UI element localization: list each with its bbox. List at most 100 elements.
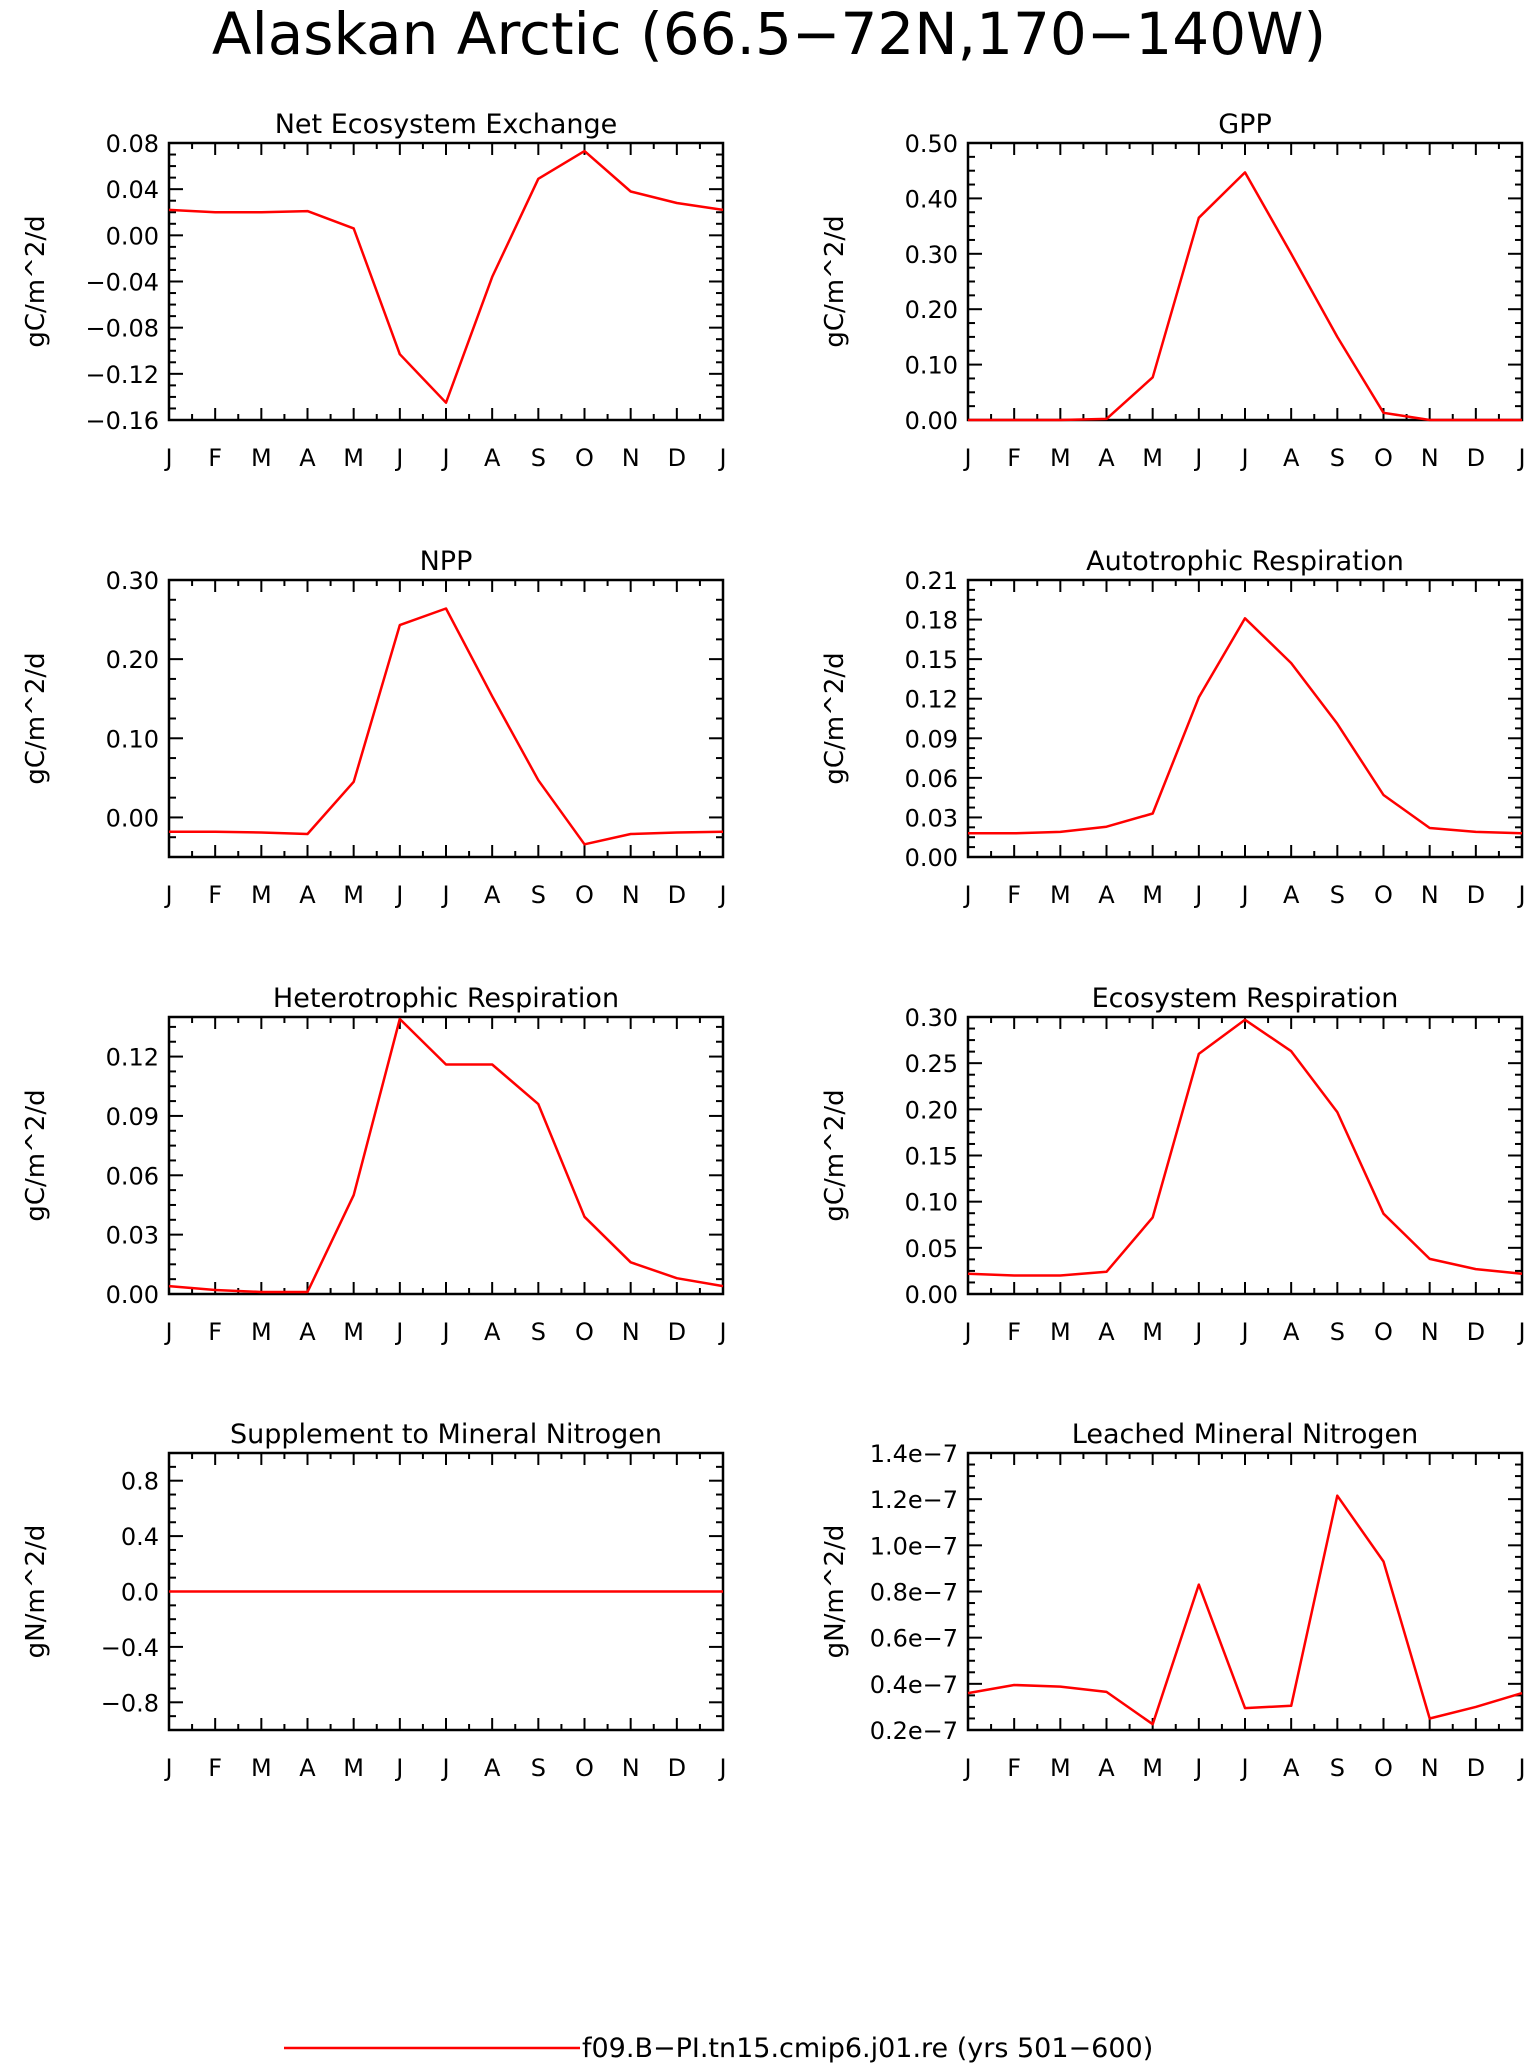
- net-ecosystem-exchange-month-label: M: [251, 444, 272, 472]
- ecosystem-respiration-series-line: [967, 1018, 1523, 1277]
- ecosystem-respiration-month-label: S: [1330, 1318, 1345, 1346]
- supplement-to-mineral-nitrogen-ytick-label: −0.4: [101, 1634, 159, 1662]
- autotrophic-respiration-month-label: M: [1142, 881, 1163, 909]
- heterotrophic-respiration-month-label: M: [251, 1318, 272, 1346]
- npp-frame: [167, 578, 725, 859]
- net-ecosystem-exchange-month-label: D: [668, 444, 686, 472]
- ecosystem-respiration-month-label: O: [1374, 1318, 1393, 1346]
- heterotrophic-respiration-ytick-label: 0.12: [106, 1044, 159, 1072]
- leached-mineral-nitrogen-month-label: S: [1330, 1754, 1345, 1782]
- supplement-to-mineral-nitrogen-ytick-label: 0.8: [121, 1468, 159, 1496]
- ecosystem-respiration-ytick-label: 0.10: [905, 1189, 958, 1217]
- supplement-to-mineral-nitrogen-month-label: S: [531, 1754, 546, 1782]
- leached-mineral-nitrogen-month-label: A: [1098, 1754, 1115, 1782]
- npp-month-label: J: [163, 881, 172, 909]
- autotrophic-respiration-ytick-label: 0.18: [905, 607, 958, 635]
- leached-mineral-nitrogen-ytick-label: 0.4e−7: [870, 1671, 958, 1699]
- net-ecosystem-exchange-ytick-label: −0.12: [85, 361, 159, 389]
- autotrophic-respiration-month-label: F: [1007, 881, 1021, 909]
- leached-mineral-nitrogen-month-label: F: [1007, 1754, 1021, 1782]
- supplement-to-mineral-nitrogen-month-label: J: [394, 1754, 403, 1782]
- ecosystem-respiration-month-label: J: [1239, 1318, 1248, 1346]
- gpp-ytick-label: 0.10: [905, 352, 958, 380]
- panel-autotrophic-respiration: J F M A M J J A S O N D J0.210.180.150.120.090.060.0…: [820, 546, 1526, 909]
- gpp-month-label: N: [1421, 444, 1439, 472]
- gpp-ytick-label: 0.50: [905, 130, 958, 158]
- gpp-ytick-label: 0.40: [905, 185, 958, 213]
- heterotrophic-respiration-ytick-label: 0.06: [106, 1162, 159, 1190]
- autotrophic-respiration-ytick-label: 0.06: [905, 765, 958, 793]
- gpp-month-label: A: [1098, 444, 1115, 472]
- leached-mineral-nitrogen-title: Leached Mineral Nitrogen: [1072, 1419, 1418, 1450]
- supplement-to-mineral-nitrogen-ytick-label: −0.8: [101, 1689, 159, 1717]
- heterotrophic-respiration-ytick-label: 0.03: [106, 1222, 159, 1250]
- net-ecosystem-exchange-ylabel: gC/m^2/d: [21, 215, 51, 347]
- heterotrophic-respiration-month-label: O: [575, 1318, 594, 1346]
- ecosystem-respiration-month-label: M: [1050, 1318, 1071, 1346]
- leached-mineral-nitrogen-month-label: O: [1374, 1754, 1393, 1782]
- ecosystem-respiration-ytick-label: 0.30: [905, 1004, 958, 1032]
- net-ecosystem-exchange-ytick-label: −0.04: [85, 269, 159, 297]
- npp-month-label: D: [668, 881, 686, 909]
- heterotrophic-respiration-month-label: D: [668, 1318, 686, 1346]
- panel-heterotrophic-respiration: J F M A M J J A S O N D J0.120.090.060.030.00Heterot…: [21, 983, 727, 1346]
- net-ecosystem-exchange-month-label: J: [717, 444, 726, 472]
- ecosystem-respiration-ylabel: gC/m^2/d: [820, 1089, 850, 1221]
- npp-month-label: J: [440, 881, 449, 909]
- ecosystem-respiration-month-label: A: [1283, 1318, 1300, 1346]
- npp-month-label: N: [622, 881, 640, 909]
- autotrophic-respiration-ytick-label: 0.00: [905, 844, 958, 872]
- leached-mineral-nitrogen-ytick-label: 1.4e−7: [870, 1440, 958, 1468]
- net-ecosystem-exchange-month-label: O: [575, 444, 594, 472]
- npp-month-label: A: [299, 881, 316, 909]
- gpp-month-label: J: [1239, 444, 1248, 472]
- gpp-month-label: D: [1467, 444, 1485, 472]
- panel-leached-mineral-nitrogen: J F M A M J J A S O N D J1.4e−71.2e−71.0e−70.8e−70.6…: [820, 1419, 1526, 1782]
- gpp-ytick-label: 0.20: [905, 296, 958, 324]
- leached-mineral-nitrogen-month-label: J: [1193, 1754, 1202, 1782]
- leached-mineral-nitrogen-month-label: D: [1467, 1754, 1485, 1782]
- ecosystem-respiration-month-label: A: [1098, 1318, 1115, 1346]
- gpp-month-label: J: [962, 444, 971, 472]
- net-ecosystem-exchange-month-label: J: [163, 444, 172, 472]
- autotrophic-respiration-month-label: J: [1516, 881, 1525, 909]
- heterotrophic-respiration-month-label: F: [208, 1318, 222, 1346]
- npp-month-label: J: [394, 881, 403, 909]
- supplement-to-mineral-nitrogen-ylabel: gN/m^2/d: [21, 1525, 51, 1659]
- gpp-month-label: M: [1142, 444, 1163, 472]
- net-ecosystem-exchange-month-label: M: [343, 444, 364, 472]
- supplement-to-mineral-nitrogen-month-label: A: [299, 1754, 316, 1782]
- npp-month-label: M: [251, 881, 272, 909]
- net-ecosystem-exchange-month-label: J: [440, 444, 449, 472]
- leached-mineral-nitrogen-frame: [966, 1451, 1524, 1732]
- npp-month-label: A: [484, 881, 501, 909]
- ecosystem-respiration-month-label: M: [1142, 1318, 1163, 1346]
- npp-series-line: [169, 607, 724, 846]
- supplement-to-mineral-nitrogen-month-label: M: [343, 1754, 364, 1782]
- net-ecosystem-exchange-ytick-label: −0.08: [85, 315, 159, 343]
- leached-mineral-nitrogen-month-label: A: [1283, 1754, 1300, 1782]
- panel-ecosystem-respiration: J F M A M J J A S O N D J0.300.250.200.150.100.050.0…: [820, 983, 1526, 1346]
- heterotrophic-respiration-ytick-label: 0.00: [106, 1281, 159, 1309]
- net-ecosystem-exchange-ytick-label: 0.04: [106, 176, 159, 204]
- npp-month-label: S: [531, 881, 546, 909]
- leached-mineral-nitrogen-ytick-label: 0.2e−7: [870, 1717, 958, 1745]
- supplement-to-mineral-nitrogen-title: Supplement to Mineral Nitrogen: [230, 1419, 662, 1450]
- gpp-month-label: S: [1330, 444, 1345, 472]
- ecosystem-respiration-ytick-label: 0.25: [905, 1050, 958, 1078]
- autotrophic-respiration-month-label: J: [1193, 881, 1202, 909]
- autotrophic-respiration-month-label: A: [1098, 881, 1115, 909]
- net-ecosystem-exchange-month-label: S: [531, 444, 546, 472]
- autotrophic-respiration-series-line: [968, 617, 1523, 835]
- autotrophic-respiration-month-label: M: [1050, 881, 1071, 909]
- supplement-to-mineral-nitrogen-month-label: J: [717, 1754, 726, 1782]
- gpp-month-label: O: [1374, 444, 1393, 472]
- autotrophic-respiration-title: Autotrophic Respiration: [1086, 546, 1404, 577]
- heterotrophic-respiration-ytick-label: 0.09: [106, 1103, 159, 1131]
- gpp-month-label: A: [1283, 444, 1300, 472]
- leached-mineral-nitrogen-month-label: J: [1516, 1754, 1525, 1782]
- supplement-to-mineral-nitrogen-month-label: M: [251, 1754, 272, 1782]
- heterotrophic-respiration-month-label: N: [622, 1318, 640, 1346]
- ecosystem-respiration-ytick-label: 0.00: [905, 1281, 958, 1309]
- supplement-to-mineral-nitrogen-month-label: J: [440, 1754, 449, 1782]
